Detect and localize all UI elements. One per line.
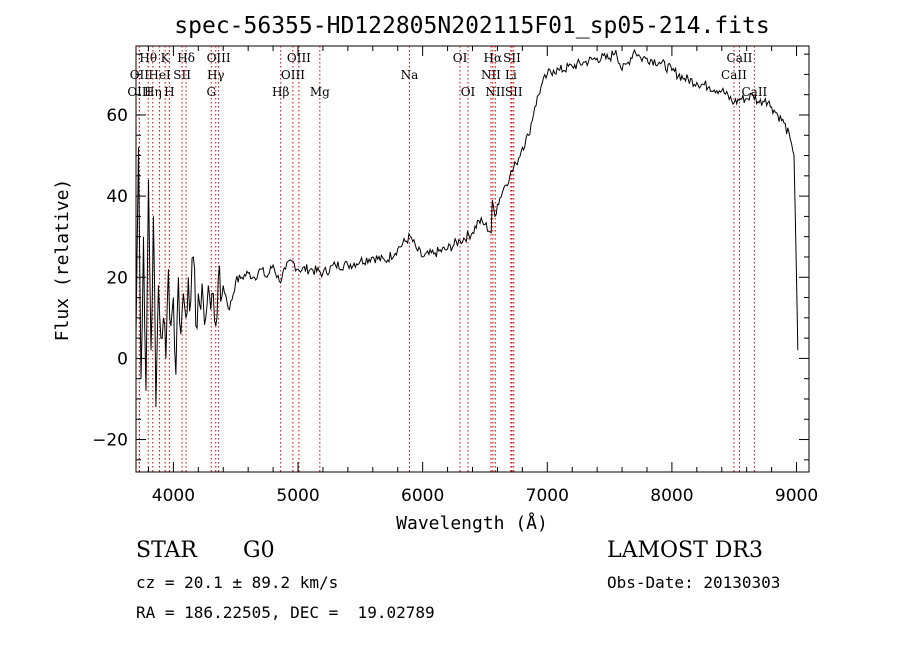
emission-line-label: NII xyxy=(481,68,501,82)
emission-line-label: Hγ xyxy=(207,68,225,82)
emission-label-group: Hθ OII OIII K HeI Hη SII H Hδ OIII Hγ G OIII OIII Hβ Mg… xyxy=(127,51,767,99)
emission-line-label: CaII xyxy=(741,85,767,99)
emission-line-label: OIII xyxy=(281,68,305,82)
emission-line-label: OI xyxy=(461,85,476,99)
emission-line-label: SII xyxy=(505,85,523,99)
emission-line-label: Hθ xyxy=(139,51,157,65)
emission-line-label: Li xyxy=(505,68,517,82)
axis-tick-labels: 4000 5000 6000 7000 8000 9000 −20 0 20 40 60 xyxy=(92,106,818,506)
emission-line-label: HeI xyxy=(148,68,171,82)
survey-name: LAMOST DR3 xyxy=(607,538,763,563)
emission-line-label: OII xyxy=(130,68,150,82)
y-tick-label: 60 xyxy=(106,106,128,126)
chart-title: spec-56355-HD122805N202115F01_sp05-214.f… xyxy=(174,13,769,39)
sky-coordinates: RA = 186.22505, DEC = 19.02789 xyxy=(136,603,435,622)
x-tick-label: 6000 xyxy=(401,486,444,506)
emission-line-label: OIII xyxy=(287,51,311,65)
emission-line-label: OI xyxy=(453,51,468,65)
x-tick-label: 5000 xyxy=(276,486,319,506)
emission-line-label: Hη xyxy=(144,85,162,99)
object-type: STAR xyxy=(136,538,197,563)
flux-series-line xyxy=(135,48,799,408)
emission-line-label: OIII xyxy=(207,51,231,65)
emission-line-label: K xyxy=(161,51,171,65)
redshift-cz: cz = 20.1 ± 89.2 km/s xyxy=(136,573,339,592)
y-tick-label: 20 xyxy=(106,268,128,288)
axis-ticks xyxy=(136,46,809,472)
y-tick-label: 0 xyxy=(117,349,128,369)
emission-line-group xyxy=(138,46,755,472)
y-tick-label: −20 xyxy=(92,431,128,451)
plot-frame xyxy=(135,45,810,473)
emission-line-label: SII xyxy=(173,68,191,82)
emission-line-label: CaII xyxy=(727,51,753,65)
emission-line-label: OIII xyxy=(127,85,151,99)
y-axis-label: Flux (relative) xyxy=(52,179,73,342)
emission-line-label: SII xyxy=(503,51,521,65)
emission-line-label: Hδ xyxy=(177,51,195,65)
x-axis-label: Wavelength (Å) xyxy=(396,512,548,534)
y-tick-label: 40 xyxy=(106,187,128,207)
emission-line-label: Na xyxy=(401,68,419,82)
x-tick-label: 8000 xyxy=(650,486,693,506)
x-tick-label: 7000 xyxy=(526,486,569,506)
emission-line-label: Mg xyxy=(310,85,330,99)
emission-line-label: Hβ xyxy=(272,85,289,99)
emission-line-label: H xyxy=(164,85,174,99)
x-tick-label: 4000 xyxy=(152,486,195,506)
emission-line-label: Hα xyxy=(484,51,503,65)
x-tick-label: 9000 xyxy=(775,486,818,506)
emission-line-label: NII xyxy=(485,85,505,99)
observation-date: Obs-Date: 20130303 xyxy=(607,573,781,592)
emission-line-label: CaII xyxy=(721,68,747,82)
spectral-subclass: G0 xyxy=(243,538,275,563)
emission-line-label: G xyxy=(206,85,216,99)
